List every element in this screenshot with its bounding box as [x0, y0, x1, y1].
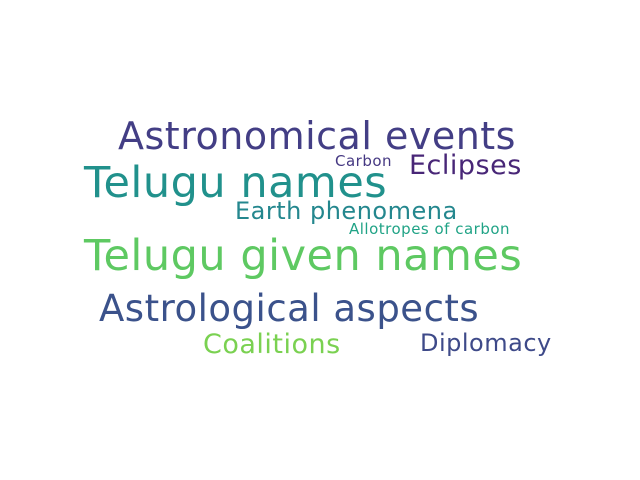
- word-carbon: Carbon: [335, 152, 393, 170]
- word-telugu-given-names: Telugu given names: [84, 231, 523, 281]
- word-telugu-names: Telugu names: [84, 158, 388, 208]
- word-astrological-aspects: Astrological aspects: [99, 287, 480, 330]
- word-earth-phenomena: Earth phenomena: [235, 197, 458, 225]
- word-eclipses: Eclipses: [409, 150, 522, 181]
- word-diplomacy: Diplomacy: [420, 329, 552, 357]
- word-astronomical-events: Astronomical events: [118, 114, 516, 158]
- word-coalitions: Coalitions: [203, 329, 341, 360]
- word-allotropes-of-carbon: Allotropes of carbon: [349, 220, 511, 238]
